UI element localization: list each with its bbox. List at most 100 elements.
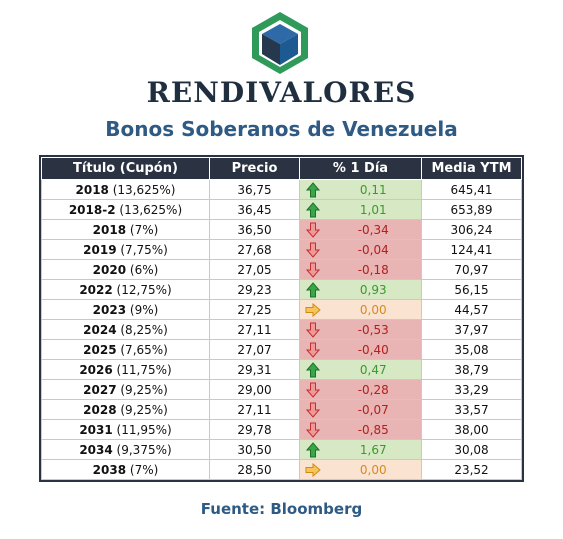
arrow-down-icon [299,339,326,360]
bond-title-cell: 2023 (9%) [41,299,210,320]
bond-coupon: (7,75%) [120,242,168,257]
change-cell: -0,28 [325,379,422,400]
table-row: 2031 (11,95%) 29,78 -0,85 38,00 [41,419,522,440]
price-cell: 27,11 [209,319,300,340]
bond-coupon: (9,375%) [116,442,172,457]
ytm-cell: 653,89 [421,199,522,220]
bond-coupon: (7%) [129,462,159,477]
bond-year: 2018 [75,182,109,197]
bond-coupon: (8,25%) [120,322,168,337]
change-cell: -0,40 [325,339,422,360]
table-row: 2027 (9,25%) 29,00 -0,28 33,29 [41,379,522,400]
bond-title-cell: 2018 (13,625%) [41,179,210,200]
price-cell: 27,68 [209,239,300,260]
bond-year: 2031 [79,422,113,437]
ytm-cell: 38,79 [421,359,522,380]
bond-title-cell: 2022 (12,75%) [41,279,210,300]
change-cell: 1,01 [325,199,422,220]
bond-year: 2018-2 [68,202,116,217]
header-average-ytm: Media YTM [421,157,522,180]
ytm-cell: 33,57 [421,399,522,420]
bond-year: 2023 [92,302,127,317]
bond-coupon: (13,625%) [112,182,176,197]
change-cell: 1,67 [325,439,422,460]
bond-year: 2022 [79,282,113,297]
bond-coupon: (13,625%) [119,202,183,217]
table-row: 2019 (7,75%) 27,68 -0,04 124,41 [41,239,522,260]
header-title-coupon: Título (Cupón) [41,157,210,180]
bond-year: 2025 [83,342,117,357]
change-cell: -0,34 [325,219,422,240]
ytm-cell: 38,00 [421,419,522,440]
bond-year: 2024 [83,322,117,337]
table-row: 2034 (9,375%) 30,50 1,67 30,08 [41,439,522,460]
table-row: 2020 (6%) 27,05 -0,18 70,97 [41,259,522,280]
page-title: Bonos Soberanos de Venezuela [105,117,458,141]
table-row: 2026 (11,75%) 29,31 0,47 38,79 [41,359,522,380]
ytm-cell: 44,57 [421,299,522,320]
table-row: 2023 (9%) 27,25 0,00 44,57 [41,299,522,320]
bond-coupon: (6%) [129,262,159,277]
table-row: 2025 (7,65%) 27,07 -0,40 35,08 [41,339,522,360]
table-row: 2024 (8,25%) 27,11 -0,53 37,97 [41,319,522,340]
price-cell: 27,07 [209,339,300,360]
bond-coupon: (9,25%) [120,402,168,417]
bond-title-cell: 2019 (7,75%) [41,239,210,260]
bond-year: 2027 [83,382,117,397]
arrow-up-icon [299,439,326,460]
header-change-1d: % 1 Día [299,157,422,180]
table-row: 2018-2 (13,625%) 36,45 1,01 653,89 [41,199,522,220]
price-cell: 29,31 [209,359,300,380]
table-row: 2028 (9,25%) 27,11 -0,07 33,57 [41,399,522,420]
bond-coupon: (9,25%) [120,382,168,397]
arrow-up-icon [299,199,326,220]
ytm-cell: 56,15 [421,279,522,300]
price-cell: 29,00 [209,379,300,400]
ytm-cell: 30,08 [421,439,522,460]
arrow-down-icon [299,379,326,400]
bond-title-cell: 2027 (9,25%) [41,379,210,400]
arrow-up-icon [299,359,326,380]
arrow-right-icon [299,459,326,480]
change-cell: -0,07 [325,399,422,420]
ytm-cell: 70,97 [421,259,522,280]
arrow-down-icon [299,239,326,260]
bond-year: 2028 [83,402,117,417]
bond-coupon: (7,65%) [120,342,168,357]
arrow-up-icon [299,279,326,300]
arrow-down-icon [299,319,326,340]
price-cell: 29,23 [209,279,300,300]
brand-name: RENDIVALORES [146,76,417,109]
bond-title-cell: 2020 (6%) [41,259,210,280]
ytm-cell: 33,29 [421,379,522,400]
arrow-down-icon [299,259,326,280]
bond-year: 2038 [92,462,127,477]
arrow-up-icon [299,179,326,200]
arrow-down-icon [299,219,326,240]
table-row: 2018 (7%) 36,50 -0,34 306,24 [41,219,522,240]
change-cell: 0,11 [325,179,422,200]
bond-year: 2034 [79,442,113,457]
ytm-cell: 306,24 [421,219,522,240]
price-cell: 30,50 [209,439,300,460]
change-cell: 0,47 [325,359,422,380]
bond-title-cell: 2034 (9,375%) [41,439,210,460]
arrow-down-icon [299,399,326,420]
price-cell: 28,50 [209,459,300,480]
price-cell: 36,75 [209,179,300,200]
bond-year: 2026 [79,362,113,377]
price-cell: 36,45 [209,199,300,220]
price-cell: 27,25 [209,299,300,320]
bond-title-cell: 2025 (7,65%) [41,339,210,360]
arrow-right-icon [299,299,326,320]
bond-title-cell: 2038 (7%) [41,459,210,480]
change-cell: -0,18 [325,259,422,280]
ytm-cell: 23,52 [421,459,522,480]
price-cell: 36,50 [209,219,300,240]
bond-title-cell: 2031 (11,95%) [41,419,210,440]
ytm-cell: 37,97 [421,319,522,340]
change-cell: -0,04 [325,239,422,260]
change-cell: -0,53 [325,319,422,340]
source-note: Fuente: Bloomberg [200,500,363,518]
header-price: Precio [209,157,300,180]
